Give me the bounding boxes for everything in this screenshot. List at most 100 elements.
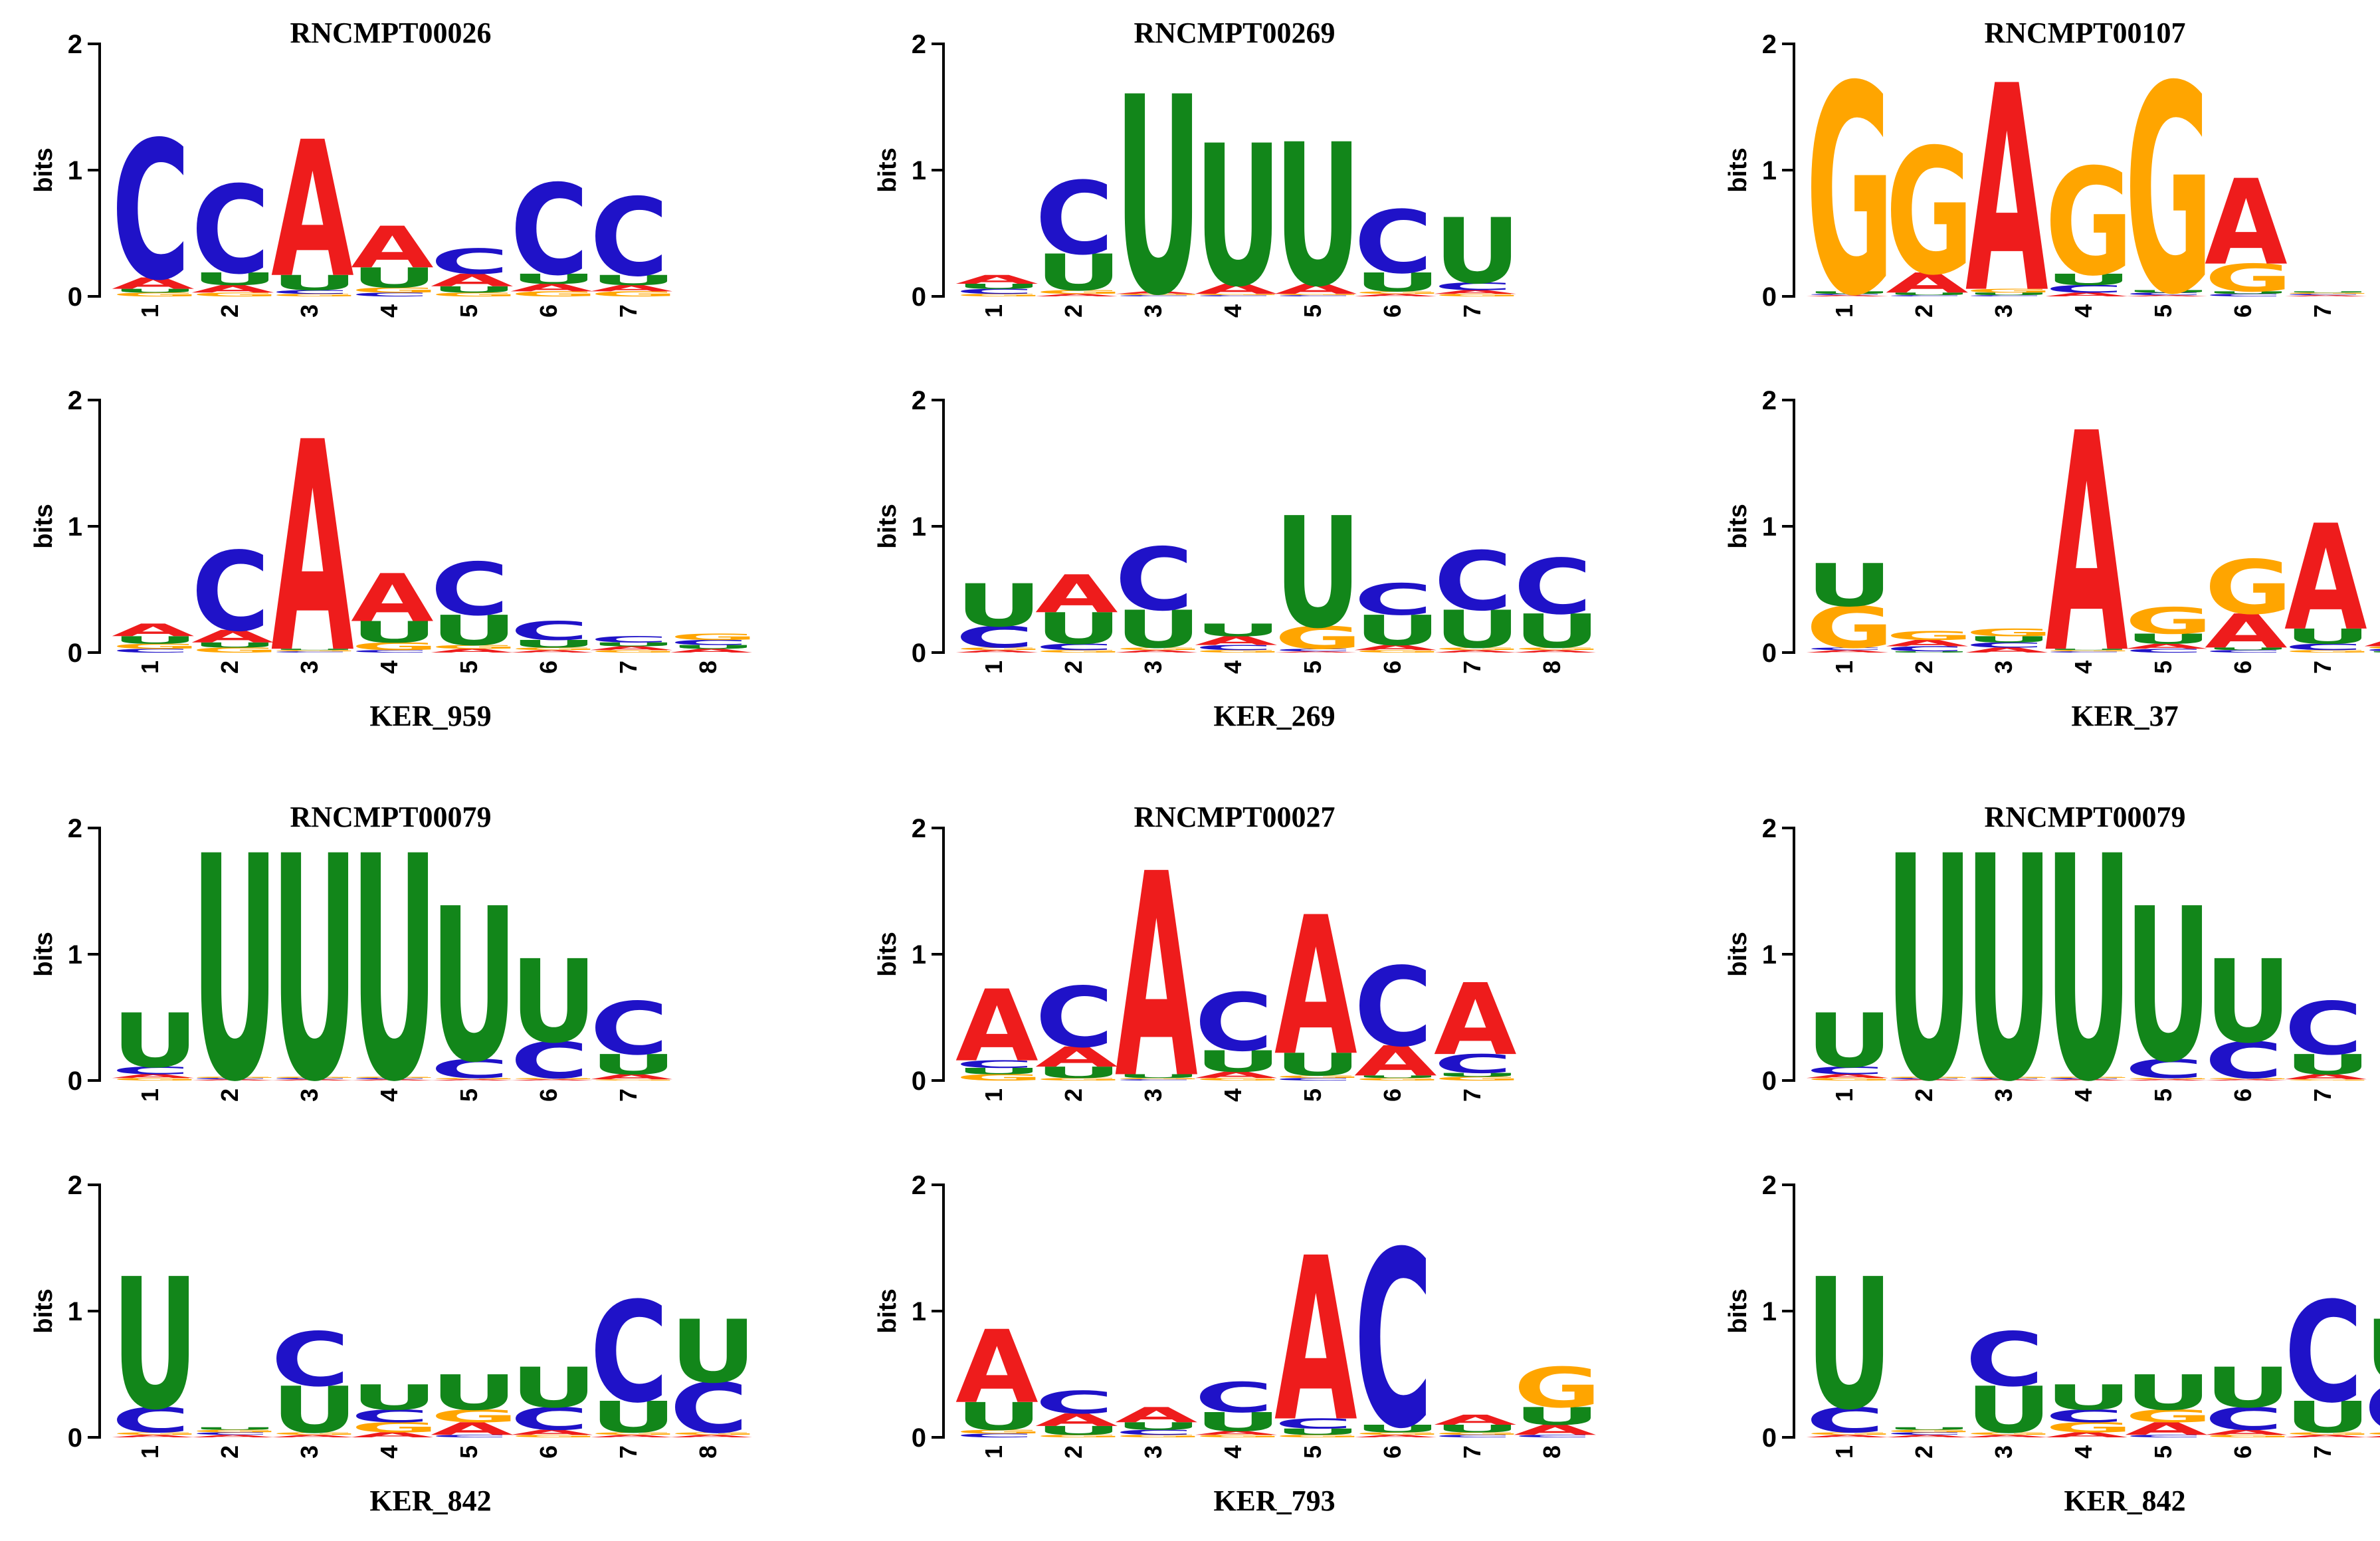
logo-letter-C: C — [1514, 543, 1592, 632]
logo-letter-A: A — [590, 645, 673, 651]
logo-letter-U: U — [2045, 270, 2132, 288]
logo-letter-G: G — [1035, 289, 1123, 295]
position-label: 6 — [1379, 661, 1406, 674]
logo-letter-U: U — [510, 638, 597, 650]
position-label: 1 — [136, 1445, 163, 1459]
logo-letter-G: G — [590, 290, 678, 298]
logo-letter-A: A — [271, 1079, 354, 1081]
logo-letter-C: C — [1115, 295, 1193, 297]
y-tick-label: 1 — [1762, 940, 1777, 970]
logo-letter-U: U — [351, 1378, 438, 1417]
logo-letter-G: G — [2284, 1431, 2372, 1435]
y-axis-label: bits — [874, 1288, 902, 1334]
y-axis-label: bits — [30, 504, 58, 549]
logo-letter-C: C — [1274, 1415, 1353, 1431]
logo-panel: 012bitsKER_793CGUA1GUAC2GCUA3GAUC4GUCA5A… — [874, 1171, 1601, 1517]
panel-caption: KER_269 — [1213, 700, 1335, 732]
y-tick-label: 1 — [1762, 1297, 1777, 1326]
logo-letter-G: G — [590, 1079, 678, 1081]
position-label: 7 — [2309, 661, 2336, 674]
logo-letter-G: G — [1806, 1077, 1894, 1081]
logo-letter-A: A — [351, 1079, 434, 1081]
position-label: 2 — [1060, 661, 1087, 674]
position-label: 2 — [1910, 1088, 1937, 1102]
logo-letter-G: G — [431, 1406, 518, 1426]
position-label: 4 — [1219, 304, 1246, 318]
logo-letter-U: U — [431, 1365, 518, 1421]
position-label: 2 — [216, 1088, 243, 1102]
position-label: 4 — [1219, 661, 1246, 674]
position-label: 6 — [2229, 661, 2256, 674]
logo-panel: 012bitsKER_842AGCU1ACGU2AGUC3AGCU4CAGU5G… — [30, 1171, 757, 1517]
logo-letter-U: U — [590, 272, 677, 288]
y-axis-line — [1782, 1183, 1795, 1439]
y-tick-label: 0 — [68, 1067, 82, 1096]
logo-letter-U: U — [271, 1374, 358, 1448]
logo-letter-G: G — [1354, 290, 1442, 294]
position-label: 1 — [136, 1088, 163, 1102]
logo-letter-A: A — [1434, 649, 1517, 653]
logo-letter-U: U — [590, 641, 677, 647]
y-axis-line — [932, 1183, 945, 1439]
logo-letter-A: A — [2364, 635, 2380, 649]
logo-letter-C: C — [590, 176, 668, 301]
logo-letter-A: A — [351, 1431, 434, 1439]
logo-letter-A: A — [1115, 649, 1198, 653]
logo-letter-A: A — [1115, 815, 1199, 1141]
position-label: 7 — [1458, 304, 1486, 318]
logo-letter-C: C — [1274, 1077, 1353, 1081]
logo-letter-G: G — [2205, 544, 2292, 631]
logo-letter-C: C — [1434, 1434, 1512, 1438]
logo-letter-U: U — [2205, 1356, 2292, 1421]
position-label: 7 — [1458, 1088, 1486, 1102]
logo-letter-U: U — [670, 644, 757, 650]
logo-letter-G: G — [112, 643, 199, 651]
logo-letter-U: U — [1274, 484, 1361, 662]
panel-caption: KER_793 — [1213, 1485, 1335, 1517]
logo-letter-U: U — [2284, 1392, 2371, 1443]
logo-letter-U: U — [271, 791, 358, 1150]
logo-letter-U: U — [1035, 243, 1122, 302]
logo-letter-U: U — [510, 271, 597, 287]
position-label: 7 — [615, 304, 642, 318]
logo-letter-A: A — [1195, 1070, 1278, 1080]
position-label: 7 — [615, 1088, 642, 1102]
logo-letter-U: U — [1434, 1072, 1521, 1078]
logo-letter-C: C — [955, 288, 1034, 296]
logo-letter-U: U — [2125, 631, 2212, 647]
position-label: 5 — [1299, 1088, 1326, 1102]
logo-letter-G: G — [431, 644, 518, 650]
y-axis-label: bits — [30, 932, 58, 977]
position-label: 3 — [1990, 661, 2017, 674]
logo-letter-G: G — [191, 646, 279, 654]
logo-letter-C: C — [2284, 1272, 2363, 1433]
y-axis-line — [88, 827, 101, 1082]
position-label: 1 — [980, 661, 1007, 674]
logo-letter-U: U — [2045, 1378, 2132, 1417]
logo-letter-U: U — [1806, 997, 1893, 1084]
logo-letter-U: U — [1806, 1240, 1893, 1450]
y-tick-label: 2 — [68, 30, 82, 59]
logo-letter-C: C — [112, 648, 190, 654]
logo-letter-U: U — [191, 1427, 278, 1431]
logo-letter-U: U — [112, 997, 199, 1084]
logo-letter-G: G — [2364, 1431, 2380, 1435]
logo-letter-A: A — [1195, 634, 1278, 648]
logo-letter-U: U — [2284, 625, 2371, 649]
logo-letter-U: U — [1965, 292, 2052, 296]
position-label: 4 — [1219, 1088, 1246, 1102]
